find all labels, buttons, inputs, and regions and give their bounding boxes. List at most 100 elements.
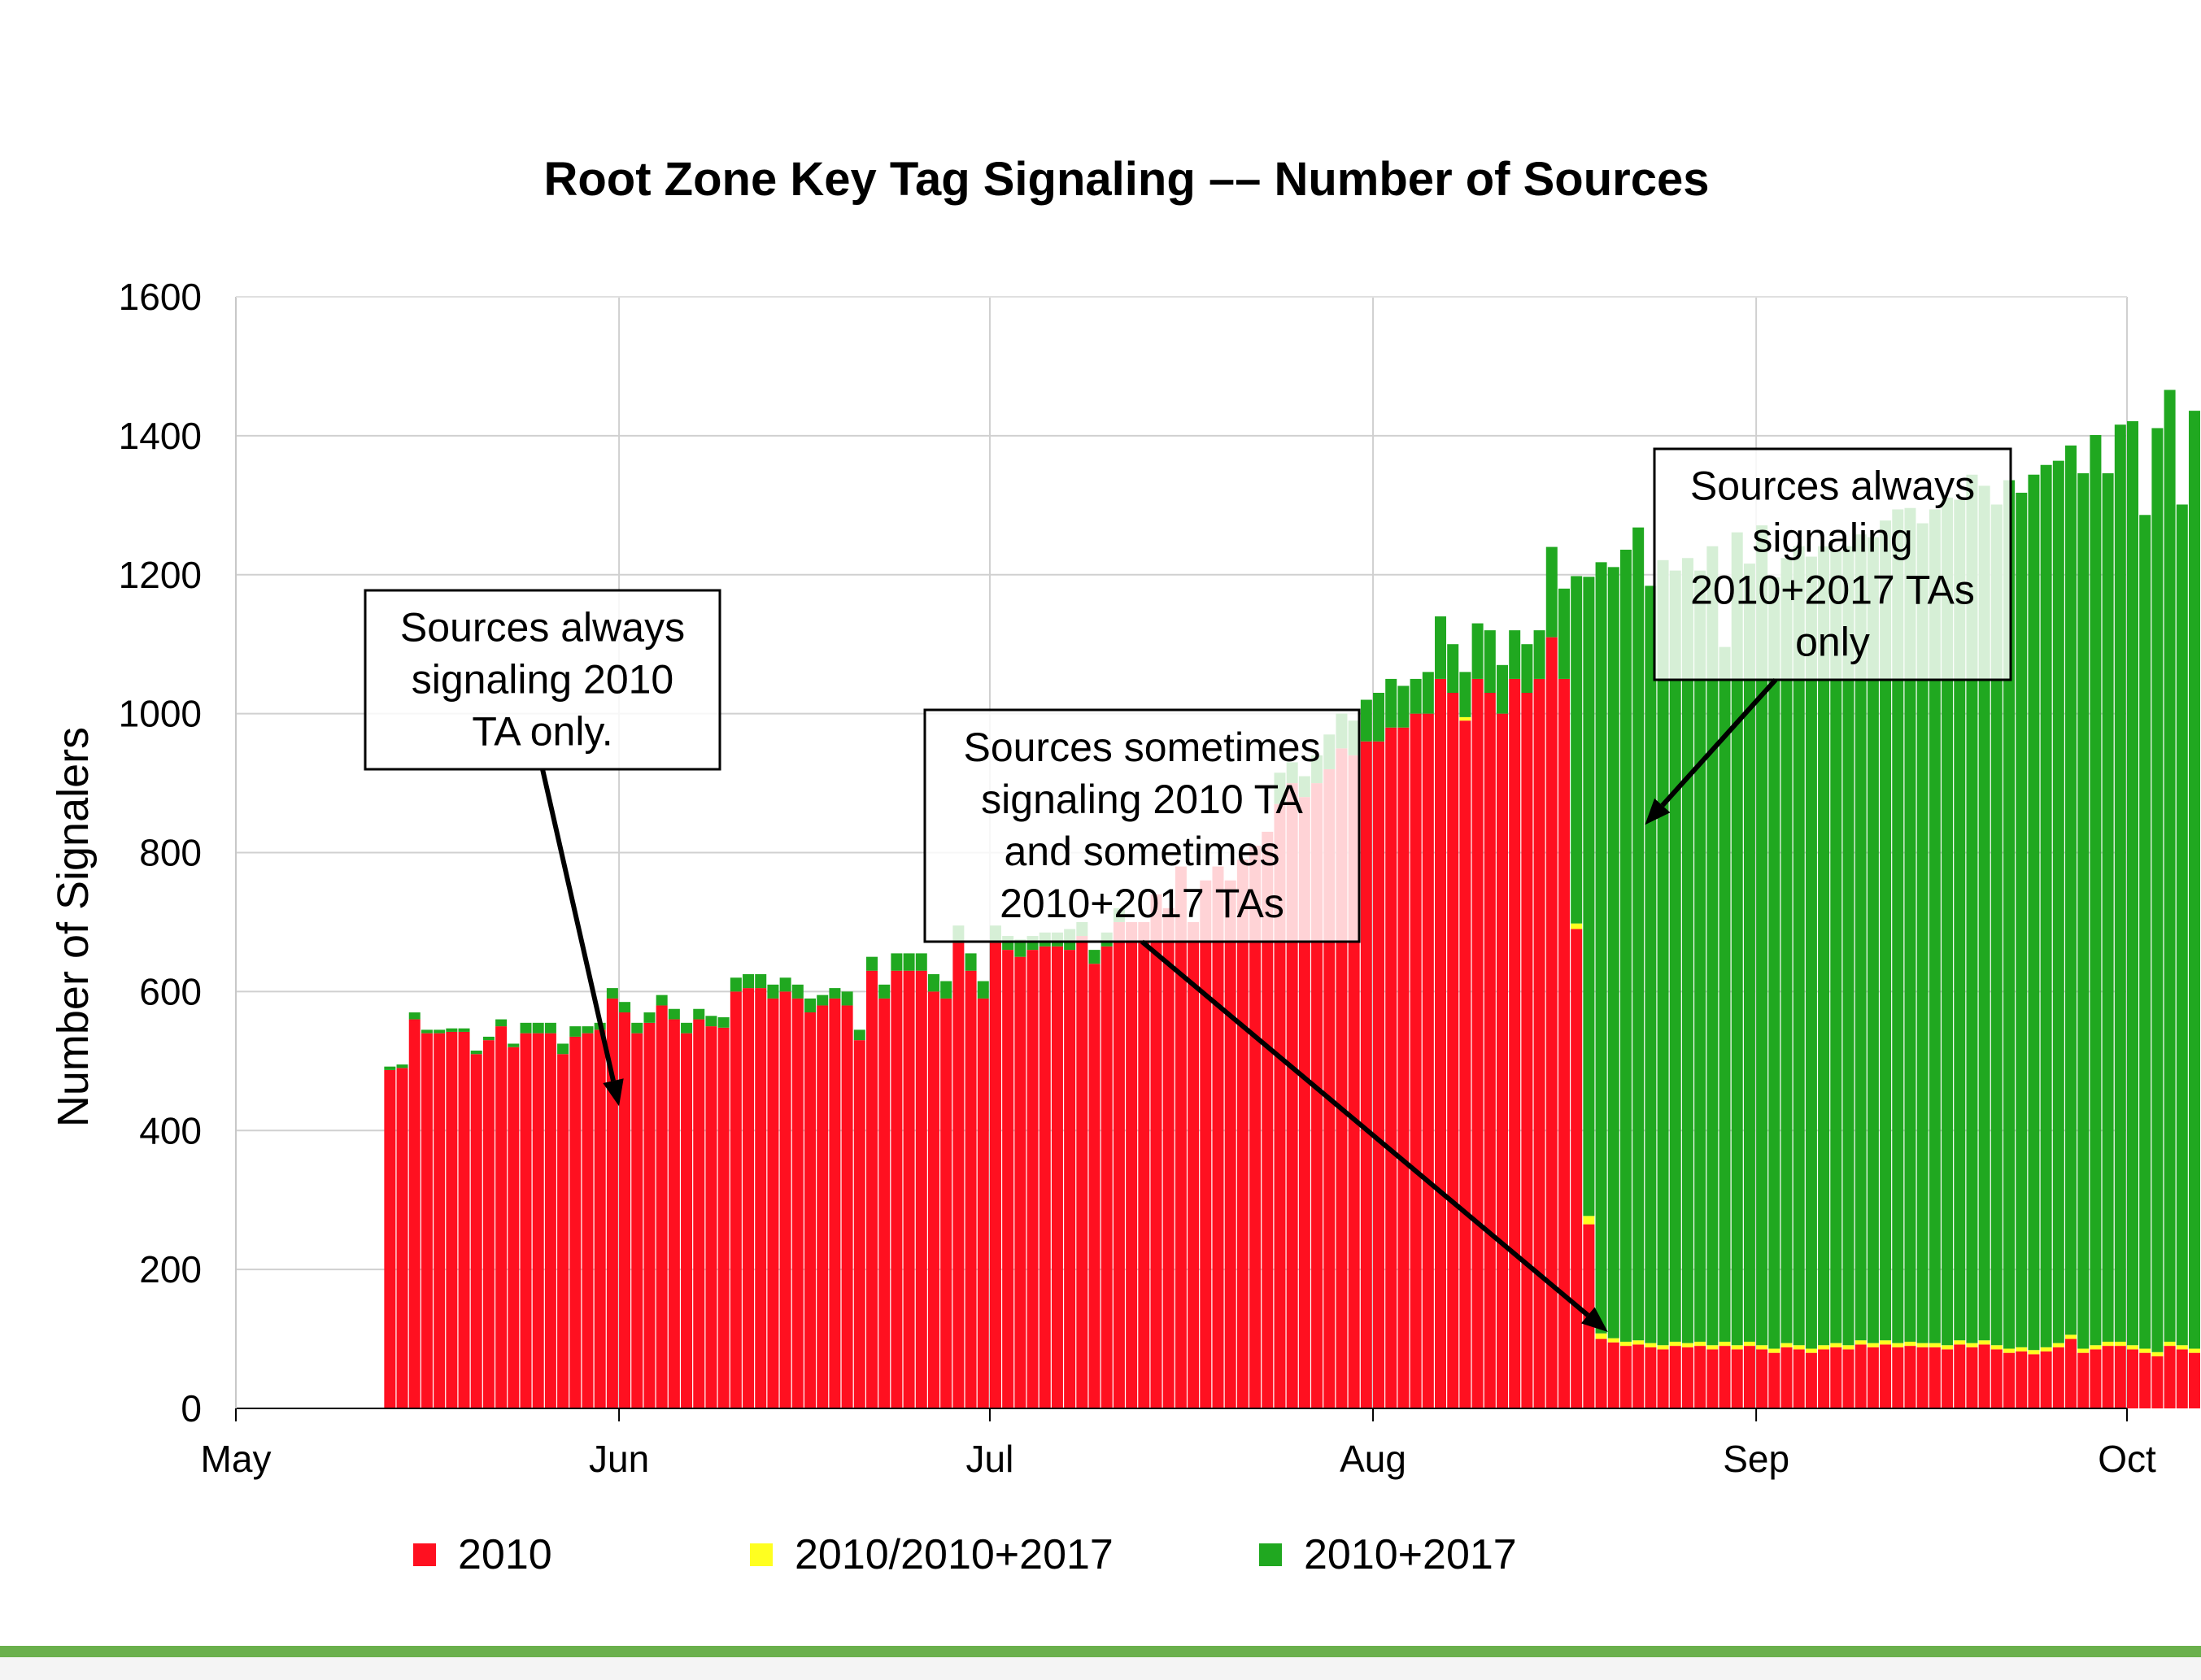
bar-segment-2 — [1954, 1340, 1966, 1345]
bar-segment-2 — [1880, 1340, 1892, 1345]
bar-segment-2 — [1942, 1345, 1954, 1350]
bar-segment-2 — [2003, 1348, 2016, 1353]
bar-segment-1 — [1558, 678, 1570, 1408]
bar-segment-3 — [1435, 616, 1447, 679]
bar-segment-3 — [421, 1029, 433, 1034]
bar-segment-1 — [569, 1036, 582, 1408]
bar-segment-2 — [2077, 1348, 2090, 1353]
bar-segment-1 — [544, 1033, 556, 1408]
bar-segment-1 — [1904, 1346, 1916, 1408]
annotation-box — [923, 708, 1361, 943]
bar-segment-2 — [1805, 1348, 1817, 1353]
bar-segment-3 — [927, 974, 939, 992]
bar-segment-1 — [915, 970, 927, 1408]
annotation-text-line: signaling 2010 TA — [981, 777, 1303, 822]
bar-segment-1 — [1880, 1344, 1892, 1408]
annotation-arrow — [1140, 939, 1590, 1317]
bar-segment-3 — [1966, 474, 1978, 1343]
bar-segment-3 — [2114, 424, 2126, 1342]
bar-segment-1 — [681, 1033, 693, 1408]
bar-segment-3 — [2052, 460, 2064, 1343]
bar-segment-3 — [681, 1022, 693, 1034]
y-tick-label: 1400 — [119, 415, 202, 457]
x-tick-label: Oct — [2098, 1438, 2156, 1480]
bar-segment-3 — [446, 1028, 458, 1032]
bar-segment-1 — [1236, 860, 1249, 1408]
bar-segment-1 — [2127, 1349, 2138, 1408]
bar-segment-2 — [1669, 1341, 1681, 1347]
bar-segment-1 — [1545, 637, 1558, 1408]
bar-segment-1 — [1842, 1349, 1855, 1408]
bar-segment-1 — [446, 1031, 458, 1408]
bar-segment-2 — [1632, 1340, 1645, 1345]
bar-segment-3 — [1558, 588, 1570, 679]
bar-segment-3 — [1447, 644, 1459, 693]
bar-segment-3 — [1422, 672, 1434, 714]
bar-segment-1 — [1224, 880, 1236, 1408]
bar-segment-1 — [2040, 1351, 2052, 1408]
bar-segment-1 — [1175, 866, 1187, 1408]
bar-segment-1 — [2065, 1338, 2077, 1408]
legend-item-2: 2010/2010+2017 — [750, 1531, 1114, 1578]
bar-segment-1 — [1607, 1342, 1619, 1408]
bar-segment-1 — [1088, 964, 1100, 1408]
bar-segment-1 — [1026, 950, 1039, 1408]
bar-segment-1 — [1681, 1347, 1693, 1408]
y-tick-label: 1600 — [119, 276, 202, 318]
bar-segment-3 — [470, 1050, 482, 1055]
bar-segment-1 — [1150, 894, 1162, 1408]
bar-segment-1 — [1694, 1346, 1706, 1408]
bar-segment-1 — [891, 970, 903, 1408]
annotation-arrowhead — [603, 1078, 624, 1107]
bar-segment-1 — [1978, 1344, 1990, 1408]
bar-segment-3 — [2028, 474, 2040, 1351]
bar-segment-3 — [569, 1026, 582, 1037]
bar-segment-1 — [2052, 1347, 2064, 1408]
bar-segment-2 — [1978, 1340, 1990, 1345]
bar-segment-3 — [878, 984, 891, 999]
bar-segment-1 — [829, 998, 841, 1408]
bar-segment-1 — [1051, 946, 1063, 1408]
annotation-text-line: only — [1795, 620, 1870, 665]
bar-segment-3 — [1397, 685, 1410, 728]
bar-segment-3 — [1892, 509, 1904, 1343]
bar-segment-1 — [1126, 921, 1138, 1408]
bar-segment-3 — [841, 991, 853, 1006]
bar-segment-2 — [1793, 1345, 1805, 1350]
bar-segment-1 — [1830, 1347, 1842, 1408]
bar-segment-3 — [804, 998, 817, 1013]
bar-segment-2 — [2102, 1341, 2114, 1347]
bar-segment-3 — [743, 974, 755, 989]
bar-segment-1 — [743, 988, 755, 1408]
bar-segment-1 — [1756, 1349, 1768, 1408]
bar-segment-1 — [1188, 921, 1200, 1408]
bar-segment-3 — [1497, 664, 1508, 714]
bar-segment-3 — [1818, 546, 1830, 1346]
bar-segment-1 — [1818, 1349, 1830, 1408]
bar-segment-2 — [2139, 1348, 2151, 1353]
bar-segment-3 — [1842, 546, 1855, 1346]
bar-segment-3 — [1459, 672, 1471, 717]
bar-segment-1 — [482, 1040, 495, 1408]
bar-segment-1 — [1385, 727, 1397, 1408]
annotation-box — [364, 589, 721, 771]
bar-segment-1 — [1645, 1347, 1657, 1408]
bar-segment-3 — [1954, 499, 1966, 1341]
bar-segment-1 — [1014, 956, 1026, 1408]
bar-segment-1 — [705, 1026, 717, 1408]
y-tick-label: 600 — [139, 970, 202, 1012]
bar-segment-1 — [2090, 1349, 2102, 1408]
bar-segment-3 — [1990, 504, 2003, 1346]
bar-segment-2 — [1645, 1343, 1657, 1347]
bar-segment-3 — [1657, 559, 1669, 1346]
annotation-box — [1653, 447, 2012, 681]
bar-segment-2 — [1768, 1348, 1780, 1353]
bar-segment-1 — [1497, 713, 1508, 1408]
bar-segment-2 — [1990, 1345, 2003, 1350]
x-tick-label: May — [201, 1438, 272, 1480]
bar-segment-2 — [1929, 1343, 1941, 1347]
bar-segment-2 — [2151, 1351, 2164, 1356]
bar-segment-3 — [1978, 485, 1990, 1341]
bar-segment-1 — [384, 1069, 396, 1408]
